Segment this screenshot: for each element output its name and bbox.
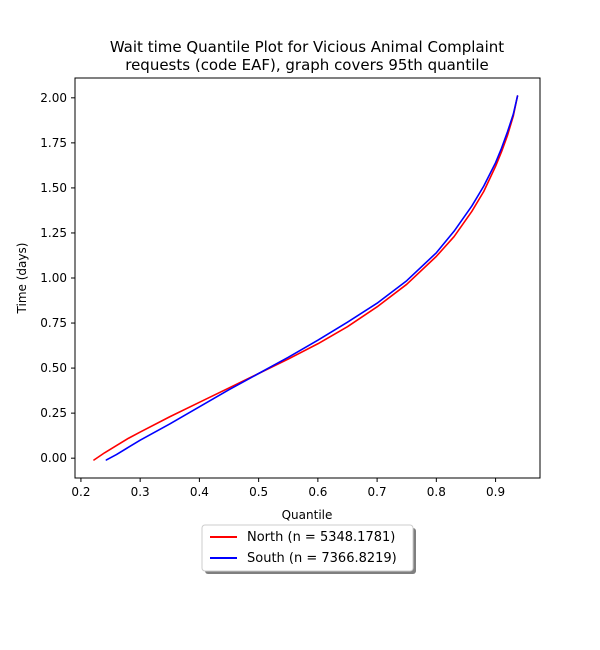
y-axis: 0.00 0.25 0.50 0.75 1.00 1.25 1.50 1.75 2.00 bbox=[40, 91, 75, 465]
y-tick-label: 1.25 bbox=[40, 226, 67, 240]
y-tick-label: 1.75 bbox=[40, 136, 67, 150]
x-tick-label: 0.5 bbox=[249, 485, 268, 499]
x-tick-label: 0.2 bbox=[71, 485, 90, 499]
y-tick-label: 0.00 bbox=[40, 451, 67, 465]
chart-title-line1: Wait time Quantile Plot for Vicious Anim… bbox=[110, 38, 504, 56]
x-tick-label: 0.9 bbox=[486, 485, 505, 499]
plot-frame bbox=[74, 77, 541, 479]
legend-label-north: North (n = 5348.1781) bbox=[247, 530, 395, 545]
x-tick-label: 0.4 bbox=[190, 485, 209, 499]
x-axis-label: Quantile bbox=[282, 508, 333, 522]
x-axis: 0.2 0.3 0.4 0.5 0.6 0.7 0.8 0.9 bbox=[71, 478, 505, 499]
chart-title-line2: requests (code EAF), graph covers 95th q… bbox=[125, 56, 489, 74]
series-line-north bbox=[93, 95, 519, 461]
x-tick-label: 0.6 bbox=[308, 485, 327, 499]
plot-area bbox=[74, 77, 541, 479]
x-tick-label: 0.3 bbox=[131, 485, 150, 499]
y-tick-label: 2.00 bbox=[40, 91, 67, 105]
series-layer bbox=[93, 95, 519, 461]
x-tick-label: 0.7 bbox=[368, 485, 387, 499]
x-tick-label: 0.8 bbox=[427, 485, 446, 499]
y-tick-label: 0.25 bbox=[40, 406, 67, 420]
y-axis-label: Time (days) bbox=[15, 243, 29, 315]
y-tick-label: 1.00 bbox=[40, 271, 67, 285]
y-tick-label: 0.50 bbox=[40, 361, 67, 375]
y-tick-label: 1.50 bbox=[40, 181, 67, 195]
legend: North (n = 5348.1781) South (n = 7366.82… bbox=[201, 524, 416, 574]
legend-label-south: South (n = 7366.8219) bbox=[247, 551, 397, 566]
legend-box bbox=[201, 524, 414, 572]
series-line-south bbox=[105, 95, 519, 461]
y-tick-label: 0.75 bbox=[40, 316, 67, 330]
